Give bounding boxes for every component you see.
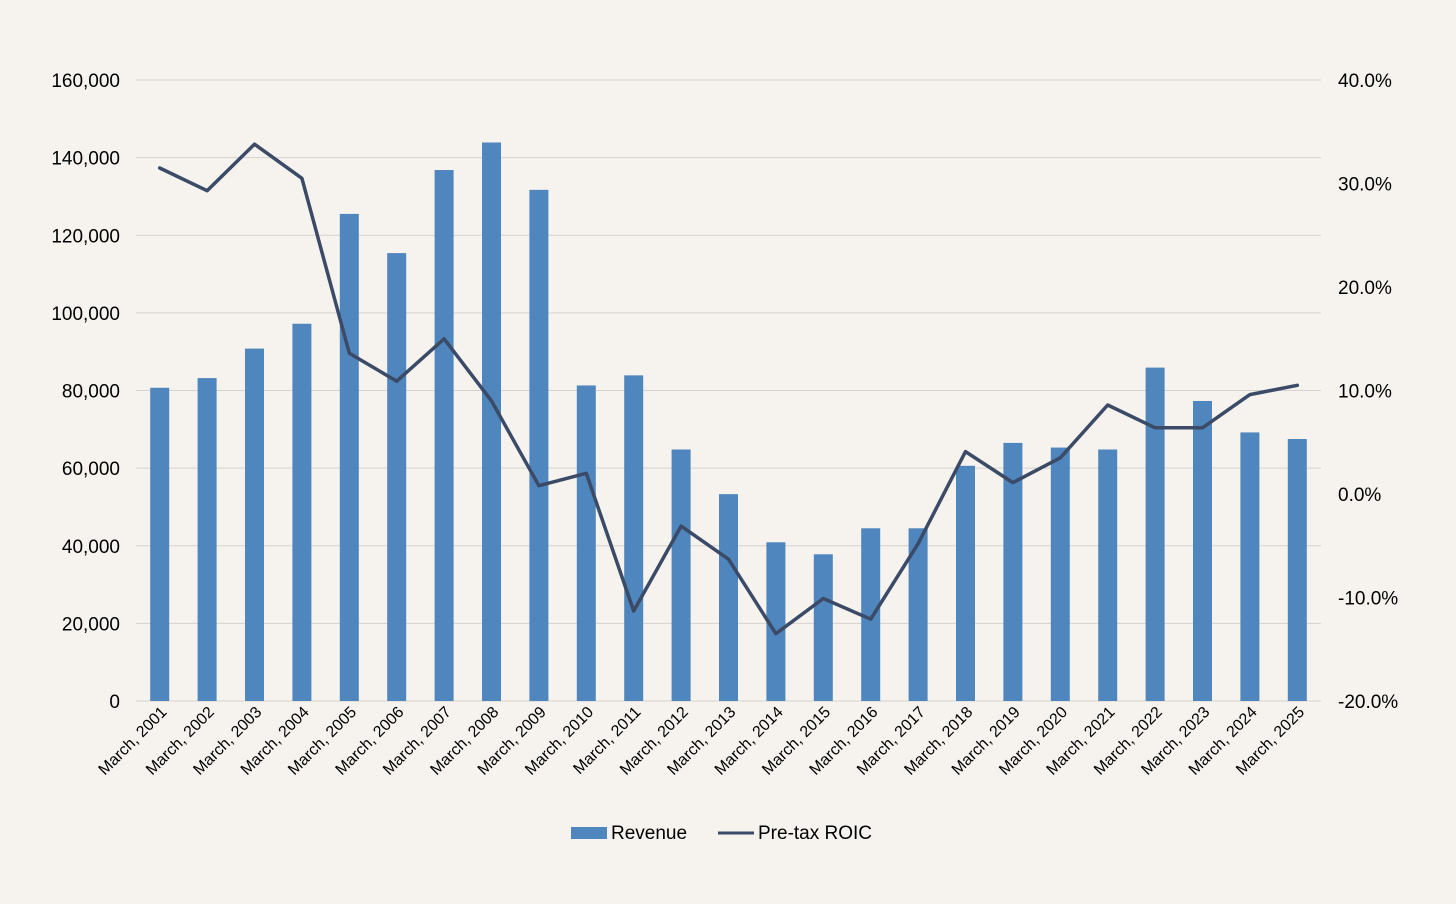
revenue-bar	[766, 542, 786, 701]
revenue-bar	[529, 189, 549, 702]
roic-line-series	[157, 142, 1300, 636]
revenue-bar	[671, 449, 691, 701]
left-axis-tick-label: 20,000	[62, 614, 120, 635]
revenue-bar	[339, 213, 359, 701]
revenue-bar	[861, 528, 881, 701]
left-axis-tick-label: 120,000	[51, 226, 120, 247]
legend: Revenue Pre-tax ROIC	[571, 823, 872, 844]
left-axis-tick-label: 40,000	[62, 537, 120, 558]
left-axis-tick-label: 100,000	[51, 304, 120, 325]
legend-revenue-swatch	[571, 827, 607, 839]
roic-line	[157, 142, 1300, 636]
revenue-bar	[1098, 449, 1118, 701]
revenue-bar	[292, 323, 312, 701]
revenue-bar	[956, 465, 975, 701]
revenue-bar	[1050, 447, 1070, 701]
revenue-bar	[908, 528, 928, 701]
right-axis-tick-label: 10.0%	[1338, 382, 1392, 403]
left-axis-tick-label: 80,000	[62, 382, 120, 403]
revenue-bar	[719, 494, 738, 701]
left-axis-tick-label: 160,000	[51, 71, 120, 92]
revenue-bar	[482, 142, 501, 701]
revenue-bar	[150, 387, 170, 701]
revenue-bar	[1287, 439, 1307, 701]
revenue-bar	[387, 253, 407, 701]
revenue-bar	[624, 375, 644, 701]
right-axis-tick-label: -10.0%	[1338, 589, 1398, 610]
right-axis-tick-label: 30.0%	[1338, 175, 1392, 196]
revenue-bar	[1193, 400, 1212, 701]
revenue-bars	[150, 142, 1307, 702]
revenue-bar	[434, 170, 454, 702]
left-axis-tick-label: 0	[109, 692, 120, 713]
left-axis-tick-label: 140,000	[51, 149, 120, 170]
revenue-bar	[1240, 432, 1260, 701]
revenue-bar	[576, 385, 596, 701]
legend-roic-label: Pre-tax ROIC	[758, 823, 872, 844]
left-y-axis: 0 20,000 40,000 60,000 80,000 100,000 120,000 1…	[51, 71, 120, 713]
right-axis-tick-label: 40.0%	[1338, 71, 1392, 92]
left-axis-tick-label: 60,000	[62, 459, 120, 480]
right-y-axis: -20.0% -10.0% 0.0% 10.0% 20.0% 30.0% 40.0%	[1338, 71, 1398, 713]
revenue-bar	[245, 348, 264, 701]
legend-revenue-label: Revenue	[611, 823, 687, 844]
revenue-bar	[1003, 442, 1023, 701]
right-axis-tick-label: 0.0%	[1338, 485, 1381, 506]
right-axis-tick-label: 20.0%	[1338, 278, 1392, 299]
revenue-bar	[1145, 367, 1165, 701]
right-axis-tick-label: -20.0%	[1338, 692, 1398, 713]
revenue-bar	[197, 378, 217, 701]
revenue-bar	[813, 554, 833, 701]
